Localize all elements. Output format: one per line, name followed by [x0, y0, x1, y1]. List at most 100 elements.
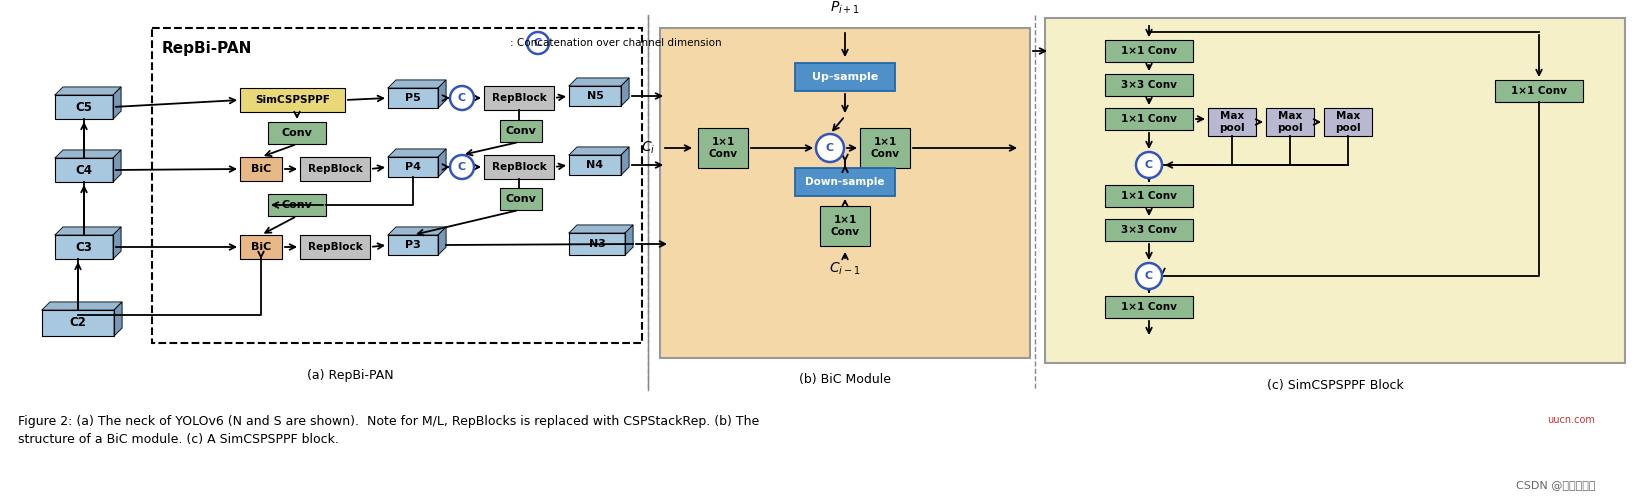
Bar: [1105, 40, 1194, 62]
Polygon shape: [54, 227, 121, 235]
Text: C2: C2: [69, 316, 86, 329]
Bar: [1105, 108, 1194, 130]
Bar: [1045, 18, 1625, 363]
Bar: [1496, 80, 1583, 102]
Bar: [239, 88, 345, 112]
Circle shape: [451, 155, 474, 179]
Circle shape: [451, 86, 474, 110]
Bar: [570, 86, 621, 106]
Polygon shape: [438, 80, 446, 108]
Text: 1×1 Conv: 1×1 Conv: [1511, 86, 1567, 96]
Polygon shape: [570, 147, 629, 155]
Text: C3: C3: [76, 240, 92, 254]
Bar: [500, 188, 542, 210]
Polygon shape: [54, 150, 121, 158]
Text: RepBi-PAN: RepBi-PAN: [162, 41, 253, 55]
Text: C5: C5: [76, 101, 92, 114]
Text: C: C: [457, 93, 466, 103]
Text: P4: P4: [404, 162, 421, 172]
Bar: [267, 122, 325, 144]
Bar: [1105, 219, 1194, 241]
Bar: [300, 235, 370, 259]
Polygon shape: [112, 87, 121, 119]
Polygon shape: [388, 227, 446, 235]
Bar: [1324, 108, 1372, 136]
Bar: [388, 88, 438, 108]
Text: 1×1 Conv: 1×1 Conv: [1121, 46, 1177, 56]
Text: 1×1 Conv: 1×1 Conv: [1121, 302, 1177, 312]
Text: P5: P5: [404, 93, 421, 103]
Bar: [1209, 108, 1256, 136]
Bar: [1105, 296, 1194, 318]
Text: Max
pool: Max pool: [1336, 111, 1360, 133]
Bar: [821, 206, 870, 246]
Text: Down-sample: Down-sample: [806, 177, 885, 187]
Bar: [796, 63, 895, 91]
Bar: [388, 235, 438, 255]
Bar: [570, 233, 626, 255]
Text: N3: N3: [588, 239, 606, 249]
Polygon shape: [112, 227, 121, 259]
Bar: [1105, 74, 1194, 96]
Circle shape: [527, 32, 550, 54]
Text: CSDN @迪菲赫尔曼: CSDN @迪菲赫尔曼: [1516, 480, 1595, 490]
Bar: [54, 95, 112, 119]
Text: RepBlock: RepBlock: [307, 164, 362, 174]
Text: : Concatenation over channel dimension: : Concatenation over channel dimension: [510, 38, 721, 48]
Text: RepBlock: RepBlock: [492, 162, 546, 172]
Bar: [484, 86, 555, 110]
Text: C: C: [457, 162, 466, 172]
Text: N4: N4: [586, 160, 604, 170]
Text: $P_{i+1}$: $P_{i+1}$: [830, 0, 860, 16]
Text: BiC: BiC: [251, 242, 271, 252]
Text: 3×3 Conv: 3×3 Conv: [1121, 225, 1177, 235]
Polygon shape: [54, 87, 121, 95]
Polygon shape: [41, 302, 122, 310]
Bar: [54, 235, 112, 259]
Text: 1×1 Conv: 1×1 Conv: [1121, 114, 1177, 124]
Text: $C_{i-1}$: $C_{i-1}$: [829, 261, 860, 277]
Text: P3: P3: [404, 240, 421, 250]
Text: 1×1 Conv: 1×1 Conv: [1121, 191, 1177, 201]
Polygon shape: [438, 149, 446, 177]
Polygon shape: [112, 150, 121, 182]
Text: N5: N5: [586, 91, 603, 101]
Text: 1×1
Conv: 1×1 Conv: [830, 215, 860, 237]
Bar: [239, 157, 282, 181]
Bar: [570, 155, 621, 175]
Text: 1×1
Conv: 1×1 Conv: [708, 137, 738, 159]
Text: Up-sample: Up-sample: [812, 72, 878, 82]
Text: C: C: [1144, 160, 1152, 170]
Text: (c) SimCSPSPPF Block: (c) SimCSPSPPF Block: [1266, 378, 1403, 391]
Text: 1×1
Conv: 1×1 Conv: [870, 137, 900, 159]
Text: $C_i$: $C_i$: [641, 140, 655, 156]
Polygon shape: [114, 302, 122, 336]
Bar: [54, 158, 112, 182]
Bar: [796, 168, 895, 196]
Text: 3×3 Conv: 3×3 Conv: [1121, 80, 1177, 90]
Polygon shape: [388, 149, 446, 157]
Polygon shape: [570, 225, 632, 233]
Bar: [1105, 185, 1194, 207]
Polygon shape: [621, 78, 629, 106]
Bar: [388, 157, 438, 177]
Text: Conv: Conv: [282, 128, 312, 138]
Bar: [267, 194, 325, 216]
Bar: [239, 235, 282, 259]
Bar: [1266, 108, 1314, 136]
Bar: [860, 128, 910, 168]
Polygon shape: [438, 227, 446, 255]
Text: structure of a BiC module. (c) A SimCSPSPPF block.: structure of a BiC module. (c) A SimCSPS…: [18, 433, 338, 446]
Bar: [500, 120, 542, 142]
Text: RepBlock: RepBlock: [492, 93, 546, 103]
Polygon shape: [626, 225, 632, 255]
Text: Conv: Conv: [505, 126, 537, 136]
Text: Figure 2: (a) The neck of YOLOv6 (N and S are shown).  Note for M/L, RepBlocks i: Figure 2: (a) The neck of YOLOv6 (N and …: [18, 415, 759, 428]
Text: Max
pool: Max pool: [1278, 111, 1303, 133]
Bar: [484, 155, 555, 179]
Text: Conv: Conv: [505, 194, 537, 204]
Bar: [300, 157, 370, 181]
Text: C: C: [533, 38, 542, 48]
Text: uucn.com: uucn.com: [1547, 415, 1595, 425]
Circle shape: [1136, 152, 1162, 178]
